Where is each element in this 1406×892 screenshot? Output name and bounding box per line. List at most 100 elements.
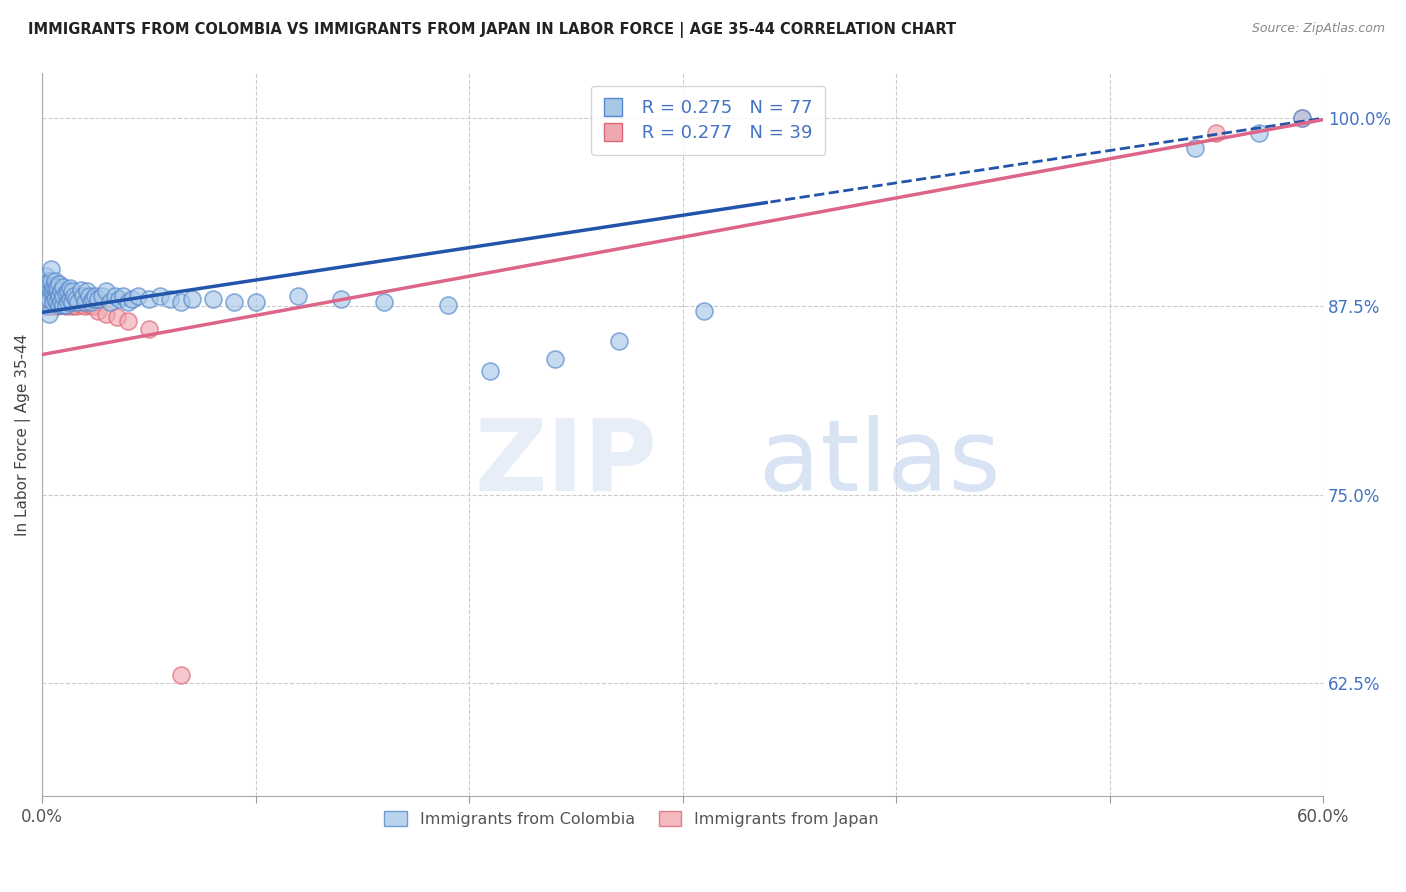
Point (330, 292, 353, 306)
Point (436, 298, 458, 312)
Point (373, 294, 395, 309)
Point (100, 294, 122, 309)
Point (108, 292, 131, 306)
Text: ZIP: ZIP (474, 415, 657, 512)
Point (42, 285, 65, 299)
Text: IMMIGRANTS FROM COLOMBIA VS IMMIGRANTS FROM JAPAN IN LABOR FORCE | AGE 35-44 COR: IMMIGRANTS FROM COLOMBIA VS IMMIGRANTS F… (28, 22, 956, 38)
Point (63, 298, 86, 312)
Point (76, 285, 98, 299)
Point (245, 294, 267, 309)
Point (52, 294, 75, 309)
Point (38, 307, 60, 321)
Point (1249, 126, 1271, 140)
Point (77, 298, 100, 312)
Point (1184, 141, 1206, 155)
Point (32, 294, 55, 309)
Point (32, 277, 55, 291)
Point (51, 289, 73, 303)
Point (52, 280, 75, 294)
Point (39, 285, 62, 299)
Point (42, 294, 65, 309)
Point (51, 285, 73, 299)
Point (479, 364, 502, 378)
Point (1291, 111, 1313, 125)
Point (224, 294, 246, 309)
Point (38, 274, 60, 288)
Point (39, 299, 62, 313)
Point (35, 289, 58, 303)
Point (35, 299, 58, 313)
Point (180, 292, 202, 306)
Point (59, 294, 82, 309)
Point (63, 289, 86, 303)
Point (148, 289, 170, 303)
Point (42, 289, 65, 303)
Point (44, 281, 66, 295)
Point (86, 304, 108, 318)
Point (73, 294, 96, 309)
Point (42, 280, 65, 294)
Point (48, 277, 70, 291)
Point (170, 668, 193, 682)
Text: Source: ZipAtlas.com: Source: ZipAtlas.com (1251, 22, 1385, 36)
Point (543, 352, 565, 367)
Point (46, 299, 69, 313)
Point (159, 292, 181, 306)
Point (46, 289, 69, 303)
Point (39, 261, 62, 276)
Point (60, 299, 83, 313)
Point (201, 292, 224, 306)
Legend: Immigrants from Colombia, Immigrants from Japan: Immigrants from Colombia, Immigrants fro… (377, 803, 886, 835)
Point (56, 298, 79, 312)
Point (80, 294, 103, 309)
Point (170, 294, 193, 309)
Point (96, 285, 118, 299)
Point (138, 322, 160, 336)
Point (32, 285, 55, 299)
Point (52, 298, 75, 312)
Point (35, 299, 58, 313)
Point (44, 292, 66, 306)
Point (55, 298, 77, 312)
Point (287, 289, 309, 303)
Point (67, 294, 90, 309)
Point (52, 289, 75, 303)
Point (127, 289, 149, 303)
Point (1291, 111, 1313, 125)
Point (104, 289, 127, 303)
Point (52, 298, 75, 312)
Point (48, 298, 70, 312)
Point (693, 304, 716, 318)
Point (96, 307, 118, 321)
Point (48, 292, 70, 306)
Point (82, 299, 104, 313)
Point (138, 292, 160, 306)
Point (105, 310, 128, 324)
Point (72, 289, 94, 303)
Point (48, 298, 70, 312)
Point (51, 294, 73, 309)
Point (69, 283, 91, 297)
Point (32, 285, 55, 299)
Point (90, 289, 112, 303)
Point (73, 299, 96, 313)
Point (44, 299, 66, 313)
Point (60, 285, 83, 299)
Point (82, 292, 104, 306)
Point (42, 298, 65, 312)
Point (86, 292, 108, 306)
Point (121, 292, 143, 306)
Point (51, 298, 73, 312)
Point (117, 314, 139, 328)
Point (84, 289, 107, 303)
Point (55, 299, 77, 313)
Point (39, 274, 62, 288)
Point (59, 281, 82, 295)
Point (117, 294, 139, 309)
Point (607, 334, 630, 348)
Point (60, 294, 83, 309)
Point (46, 280, 69, 294)
Point (39, 289, 62, 303)
Point (112, 289, 135, 303)
Point (38, 285, 60, 300)
